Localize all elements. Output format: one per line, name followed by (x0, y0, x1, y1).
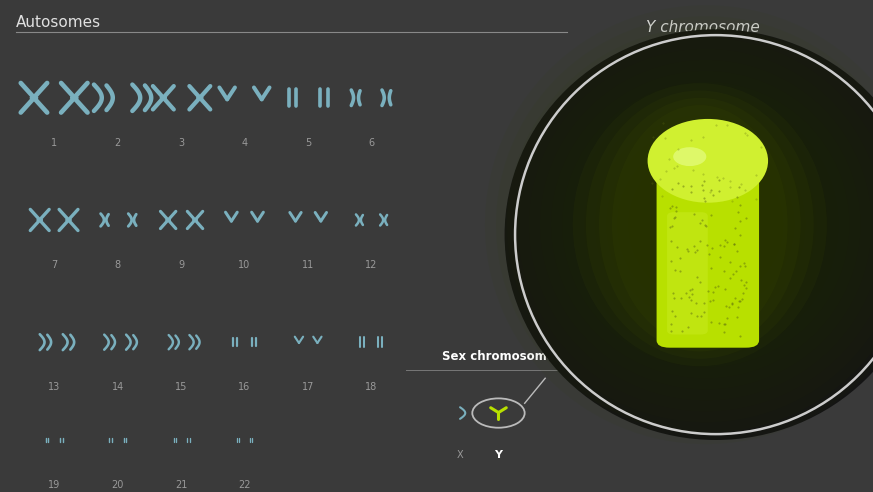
Text: 14: 14 (112, 382, 124, 392)
Ellipse shape (496, 16, 873, 433)
Text: 13: 13 (48, 382, 60, 392)
Text: 7: 7 (51, 260, 58, 270)
Text: 4: 4 (241, 138, 248, 148)
Text: 5: 5 (305, 138, 312, 148)
Circle shape (196, 96, 203, 99)
Text: 22: 22 (238, 480, 251, 490)
Text: Y chromosome: Y chromosome (646, 20, 760, 34)
Ellipse shape (505, 30, 873, 440)
Text: 15: 15 (175, 382, 188, 392)
Text: 18: 18 (365, 382, 377, 392)
Circle shape (71, 96, 78, 100)
Text: X: X (457, 450, 464, 460)
Circle shape (31, 96, 38, 100)
Ellipse shape (612, 105, 787, 344)
Text: 2: 2 (114, 138, 121, 148)
Text: 17: 17 (302, 382, 314, 392)
Text: 16: 16 (238, 382, 251, 392)
Text: 10: 10 (238, 260, 251, 270)
Ellipse shape (518, 38, 873, 411)
Circle shape (38, 218, 42, 221)
FancyBboxPatch shape (656, 169, 759, 348)
FancyBboxPatch shape (667, 212, 708, 335)
Text: 9: 9 (178, 260, 185, 270)
Text: 19: 19 (48, 480, 60, 490)
Ellipse shape (573, 83, 827, 366)
Circle shape (66, 218, 71, 221)
Text: Sex chromosomes: Sex chromosomes (442, 349, 562, 363)
Text: 6: 6 (368, 138, 375, 148)
Text: 3: 3 (178, 138, 185, 148)
Ellipse shape (586, 91, 814, 359)
Text: 12: 12 (365, 260, 377, 270)
Ellipse shape (485, 5, 873, 444)
Text: 11: 11 (302, 260, 314, 270)
Text: Y: Y (494, 450, 503, 460)
Text: 21: 21 (175, 480, 188, 490)
Circle shape (193, 219, 197, 221)
Circle shape (166, 219, 170, 221)
Ellipse shape (599, 98, 801, 351)
Ellipse shape (507, 27, 873, 422)
Text: 1: 1 (51, 138, 58, 148)
Text: Autosomes: Autosomes (16, 15, 101, 30)
Ellipse shape (673, 147, 706, 166)
Ellipse shape (648, 119, 768, 203)
Circle shape (161, 96, 167, 99)
Text: 20: 20 (112, 480, 124, 490)
Text: 8: 8 (114, 260, 121, 270)
